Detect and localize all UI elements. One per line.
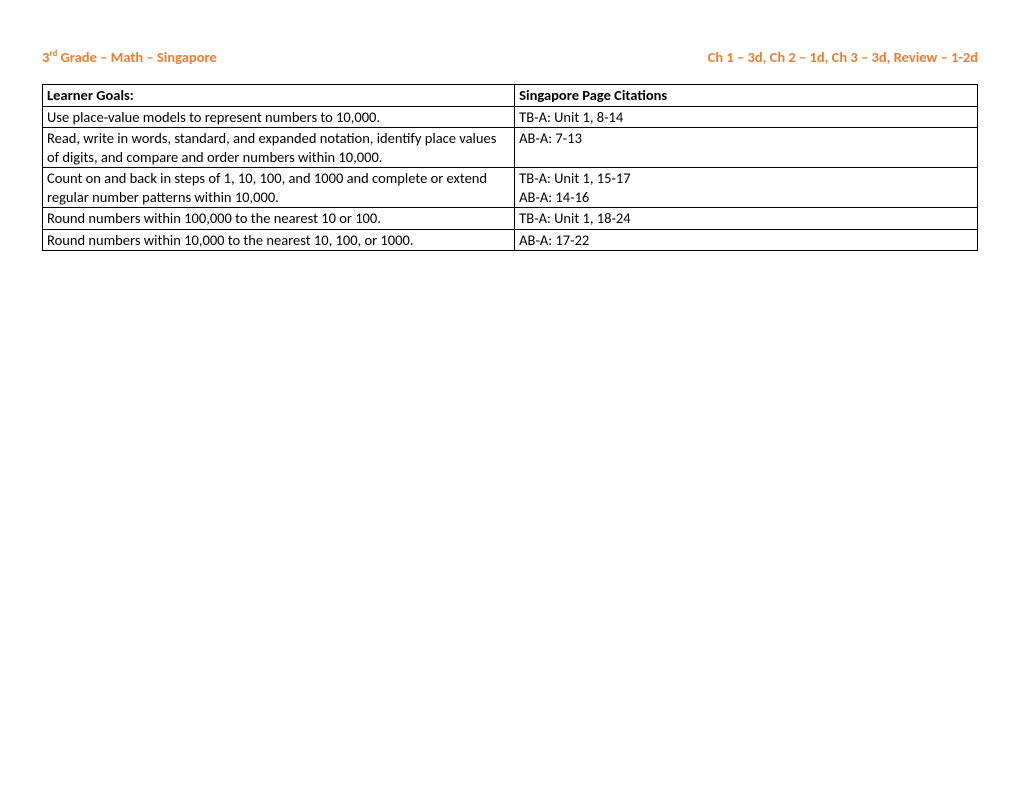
header-left-rest: Grade – Math – Singapore [57, 48, 217, 66]
table-header-row: Learner Goals: Singapore Page Citations [43, 85, 978, 107]
cell-citation: TB-A: Unit 1, 8-14 [515, 106, 978, 128]
cell-citation: AB-A: 17-22 [515, 229, 978, 251]
header-left: 3rd Grade – Math – Singapore [42, 48, 217, 66]
page-header: 3rd Grade – Math – Singapore Ch 1 – 3d, … [42, 48, 978, 66]
col-header-citations: Singapore Page Citations [515, 85, 978, 107]
header-right: Ch 1 – 3d, Ch 2 – 1d, Ch 3 – 3d, Review … [708, 48, 978, 66]
table-row: Round numbers within 100,000 to the near… [43, 208, 978, 230]
table-row: Read, write in words, standard, and expa… [43, 128, 978, 168]
cell-goal: Use place-value models to represent numb… [43, 106, 515, 128]
cell-goal: Round numbers within 100,000 to the near… [43, 208, 515, 230]
table-row: Count on and back in steps of 1, 10, 100… [43, 168, 978, 208]
cell-citation: TB-A: Unit 1, 15-17AB-A: 14-16 [515, 168, 978, 208]
table-row: Round numbers within 10,000 to the neare… [43, 229, 978, 251]
learner-goals-table: Learner Goals: Singapore Page Citations … [42, 84, 978, 251]
col-header-goals: Learner Goals: [43, 85, 515, 107]
cell-goal: Round numbers within 10,000 to the neare… [43, 229, 515, 251]
cell-goal: Count on and back in steps of 1, 10, 100… [43, 168, 515, 208]
cell-goal: Read, write in words, standard, and expa… [43, 128, 515, 168]
cell-citation: AB-A: 7-13 [515, 128, 978, 168]
cell-citation: TB-A: Unit 1, 18-24 [515, 208, 978, 230]
table-row: Use place-value models to represent numb… [43, 106, 978, 128]
